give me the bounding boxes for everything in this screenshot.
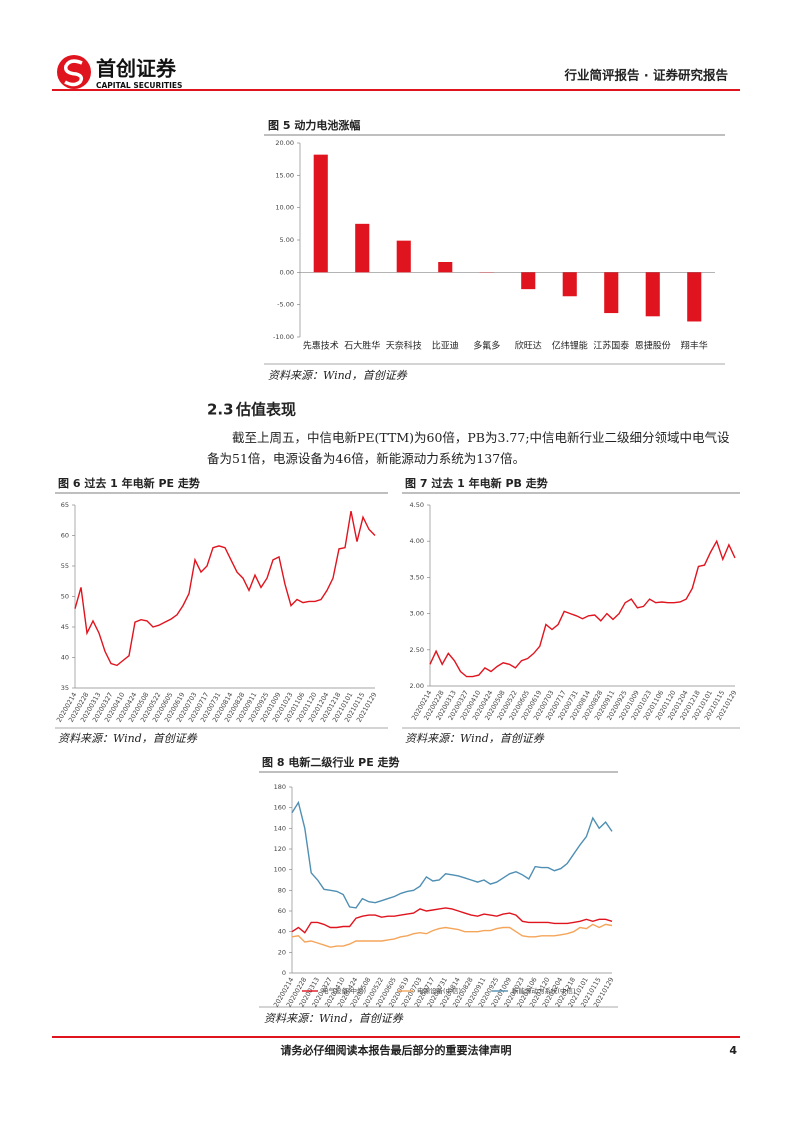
y-tick-label: 40: [61, 654, 69, 662]
data-line: [429, 539, 736, 678]
y-tick-label: 20: [278, 948, 286, 956]
x-tick-label: 欣旺达: [515, 340, 542, 352]
figure-source: 资料来源：Wind，首创证券: [58, 732, 198, 745]
bar: [313, 154, 328, 273]
figure-source: 资料来源：Wind，首创证券: [264, 1012, 404, 1025]
figure-source: 资料来源：Wind，首创证券: [268, 369, 408, 382]
y-tick-label: -5.00: [277, 301, 294, 309]
y-tick-label: 180: [274, 783, 286, 791]
y-tick-label: 4.50: [410, 501, 424, 509]
y-tick-label: -10.00: [273, 333, 294, 341]
bar: [687, 272, 702, 322]
figure-title: 图 8 电新二级行业 PE 走势: [262, 755, 400, 769]
y-tick-label: 60: [278, 907, 286, 915]
bar: [438, 261, 453, 273]
data-line: [74, 510, 376, 667]
y-tick-label: 4.00: [410, 537, 424, 545]
bar: [604, 272, 619, 314]
report-type: 行业简评报告 · 证券研究报告: [564, 68, 729, 83]
y-tick-label: 100: [274, 866, 286, 874]
y-tick-label: 3.50: [410, 573, 424, 581]
x-tick-label: 多氟多: [473, 340, 500, 352]
logo-en: CAPITAL SECURITIES: [96, 81, 182, 90]
figure-source: 资料来源：Wind，首创证券: [405, 732, 545, 745]
x-tick-label: 先惠技术: [303, 340, 339, 352]
y-tick-label: 0: [282, 969, 286, 977]
y-tick-label: 15.00: [275, 171, 294, 179]
section-number: 2.3: [207, 401, 234, 419]
x-tick-label: 恩捷股份: [635, 340, 671, 352]
bar: [396, 240, 411, 273]
y-tick-label: 3.00: [410, 610, 424, 618]
data-line: [291, 907, 613, 934]
x-tick-label: 比亚迪: [432, 340, 459, 352]
y-tick-label: 5.00: [280, 236, 294, 244]
y-tick-label: 2.50: [410, 646, 424, 654]
y-tick-label: 2.00: [410, 682, 424, 690]
bar: [521, 272, 536, 290]
y-tick-label: 55: [61, 562, 69, 570]
x-tick-label: 石大胜华: [344, 340, 380, 352]
y-tick-label: 50: [61, 593, 69, 601]
logo-cn: 首创证券: [96, 57, 177, 81]
bar: [355, 223, 370, 273]
y-tick-label: 35: [61, 684, 69, 692]
x-tick-label: 翔丰华: [681, 340, 708, 352]
footer-disclaimer: 请务必仔细阅读本报告最后部分的重要法律声明: [281, 1043, 512, 1057]
y-tick-label: 10.00: [275, 204, 294, 212]
figure-title: 图 6 过去 1 年电新 PE 走势: [58, 476, 200, 490]
y-tick-label: 160: [274, 804, 286, 812]
legend-label: 电气设备(中信): [322, 986, 366, 995]
x-tick-label: 天奈科技: [386, 340, 422, 352]
y-tick-label: 20.00: [275, 139, 294, 147]
figure-title: 图 5 动力电池涨幅: [268, 118, 360, 132]
section-title: 估值表现: [235, 401, 296, 419]
legend-label: 电源设备(中信): [417, 986, 461, 995]
y-tick-label: 45: [61, 623, 69, 631]
y-tick-label: 0.00: [280, 268, 294, 276]
page-number: 4: [729, 1044, 737, 1057]
y-tick-label: 80: [278, 886, 286, 894]
logo-mark: [63, 59, 84, 87]
bar: [562, 272, 577, 297]
y-tick-label: 65: [61, 501, 69, 509]
x-tick-label: 江苏国泰: [593, 340, 629, 352]
data-line: [291, 923, 613, 948]
y-tick-label: 60: [61, 532, 69, 540]
y-tick-label: 120: [274, 845, 286, 853]
y-tick-label: 140: [274, 824, 286, 832]
legend-label: 新能源动力系统(中信): [512, 986, 576, 995]
x-tick-label: 亿纬锂能: [552, 340, 588, 352]
figure-title: 图 7 过去 1 年电新 PB 走势: [405, 476, 548, 490]
data-line: [291, 800, 613, 909]
bar: [645, 272, 660, 317]
paragraph: 截至上周五，中信电新PE(TTM)为60倍，PB为3.77;中信电新行业二级细分…: [207, 430, 730, 466]
y-tick-label: 40: [278, 928, 286, 936]
